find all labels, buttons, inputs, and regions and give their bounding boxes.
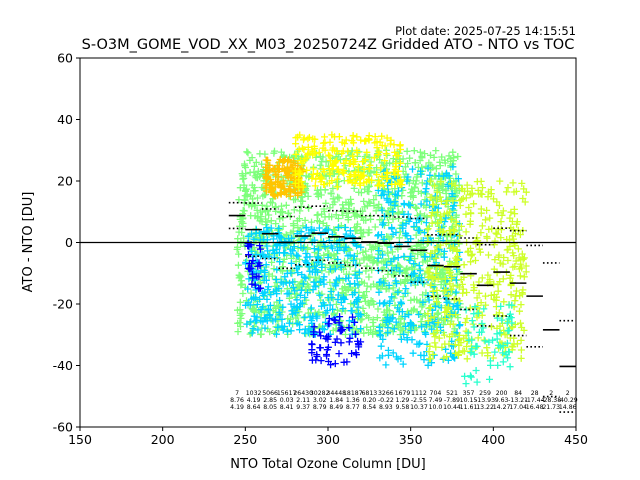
stats-cell-2-8: 8.54	[362, 404, 376, 411]
x-tick-label-4: 350	[399, 432, 423, 447]
x-axis-label: NTO Total Ozone Column [DU]	[230, 457, 426, 472]
stats-cell-0-1: 1032	[246, 390, 262, 397]
stats-cell-0-13: 521	[446, 390, 458, 397]
plot-date: Plot date: 2025-07-25 14:15:51	[395, 24, 576, 38]
stats-cell-2-3: 8.41	[280, 404, 294, 411]
y-axis-ticks: -60 -40 -20 0 20 40 60	[53, 51, 80, 435]
bin-statistics	[228, 201, 576, 413]
stats-cell-1-11: -2.55	[411, 397, 427, 404]
x-tick-label-6: 450	[564, 432, 588, 447]
x-tick-label-1: 200	[151, 432, 175, 447]
y-tick-label-5: 40	[57, 112, 73, 127]
stats-cell-0-16: 200	[496, 390, 508, 397]
scatter-point-cluster-3	[423, 177, 530, 363]
stats-cell-1-13: -7.89	[444, 397, 460, 404]
stats-cell-1-7: 1.36	[346, 397, 360, 404]
stats-cell-1-6: 1.84	[329, 397, 343, 404]
stats-cell-2-17: 17.04	[509, 404, 527, 411]
x-tick-label-3: 300	[316, 432, 340, 447]
stats-cell-0-9: 3266	[378, 390, 394, 397]
stats-cell-1-17: -13.21	[508, 397, 528, 404]
stats-cell-2-12: 10.0	[429, 404, 443, 411]
stats-cell-1-9: -0.22	[378, 397, 394, 404]
stats-cell-0-18: 28	[531, 390, 539, 397]
stats-cell-1-0: 8.76	[230, 397, 244, 404]
stats-cell-1-10: 1.29	[396, 397, 410, 404]
stats-cell-2-5: 8.79	[313, 404, 327, 411]
stats-cell-0-6: 34448	[326, 390, 346, 397]
stats-cell-1-3: 0.03	[280, 397, 294, 404]
stats-cell-0-4: 26430	[293, 390, 313, 397]
stats-cell-2-15: 13.22	[476, 404, 494, 411]
stats-cell-2-1: 8.64	[247, 404, 261, 411]
stats-cell-2-13: 10.44	[443, 404, 461, 411]
y-tick-label-3: 0	[65, 235, 73, 250]
stats-cell-2-19: 21.73	[542, 404, 560, 411]
stats-cell-0-8: 6813	[361, 390, 377, 397]
scatter-point-cluster-5	[291, 131, 406, 191]
stats-cell-1-4: 2.11	[296, 397, 310, 404]
stats-cell-0-17: 84	[514, 390, 522, 397]
stats-cell-1-2: 2.85	[263, 397, 277, 404]
stats-cell-0-2: 5066	[262, 390, 278, 397]
scatter-point-cluster-7	[244, 240, 264, 293]
stats-cell-0-5: 30282	[310, 390, 330, 397]
stats-cell-2-9: 8.93	[379, 404, 393, 411]
stats-cell-1-15: -13.93	[475, 397, 495, 404]
y-tick-label-6: 60	[57, 51, 73, 66]
stats-cell-2-0: 4.19	[230, 404, 244, 411]
stats-cell-1-18: -17.44	[525, 397, 545, 404]
x-tick-label-0: 150	[68, 432, 92, 447]
stats-cell-1-19: -28.38	[541, 397, 561, 404]
stats-cell-1-14: 10.15	[460, 397, 478, 404]
y-tick-label-1: -40	[53, 358, 73, 373]
stats-cell-0-19: 2	[549, 390, 553, 397]
stats-cell-0-11: 1112	[411, 390, 427, 397]
stats-cell-0-0: 7	[235, 390, 239, 397]
x-axis-ticks: 150 200 250 300 350 400 450	[68, 427, 588, 447]
y-tick-label-0: -60	[53, 420, 73, 435]
scatter-point-cluster-6	[308, 313, 365, 369]
stats-cell-0-15: 259	[479, 390, 491, 397]
stats-cell-2-16: 14.27	[493, 404, 511, 411]
stats-cell-0-20: 2	[566, 390, 570, 397]
stats-cell-2-20: 14.86	[559, 404, 577, 411]
stats-cell-1-12: 7.49	[429, 397, 443, 404]
chart-title: S-O3M_GOME_VOD_XX_M03_20250724Z Gridded …	[82, 37, 575, 53]
stats-cell-0-14: 357	[463, 390, 475, 397]
stats-cell-1-20: -40.29	[558, 397, 578, 404]
stats-cell-1-5: 3.02	[313, 397, 327, 404]
stats-cell-0-12: 704	[430, 390, 442, 397]
stats-cell-1-16: 9.63	[495, 397, 509, 404]
y-tick-label-4: 20	[57, 174, 73, 189]
scatter-point-cluster-1	[242, 223, 365, 338]
stats-cell-2-18: 16.48	[526, 404, 544, 411]
stats-cell-1-1: 4.19	[247, 397, 261, 404]
stats-cell-0-3: 15617	[277, 390, 297, 397]
scatter-point-cluster-8	[461, 301, 516, 388]
stats-cell-2-7: 8.77	[346, 404, 360, 411]
x-tick-label-2: 250	[233, 432, 257, 447]
stats-cell-2-14: 11.61	[460, 404, 478, 411]
x-tick-label-5: 400	[481, 432, 505, 447]
stats-cell-2-6: 8.49	[329, 404, 343, 411]
stats-cell-0-10: 1679	[395, 390, 411, 397]
stats-cell-2-2: 8.05	[263, 404, 277, 411]
y-axis-label: ATO - NTO [DU]	[21, 192, 36, 293]
y-tick-label-2: -20	[53, 297, 73, 312]
stats-cell-2-4: 9.37	[296, 404, 310, 411]
stats-cell-0-7: 18187	[343, 390, 363, 397]
stats-cell-2-10: 9.58	[396, 404, 410, 411]
stats-cell-2-11: 10.37	[410, 404, 428, 411]
stats-cell-1-8: 0.20	[362, 397, 376, 404]
